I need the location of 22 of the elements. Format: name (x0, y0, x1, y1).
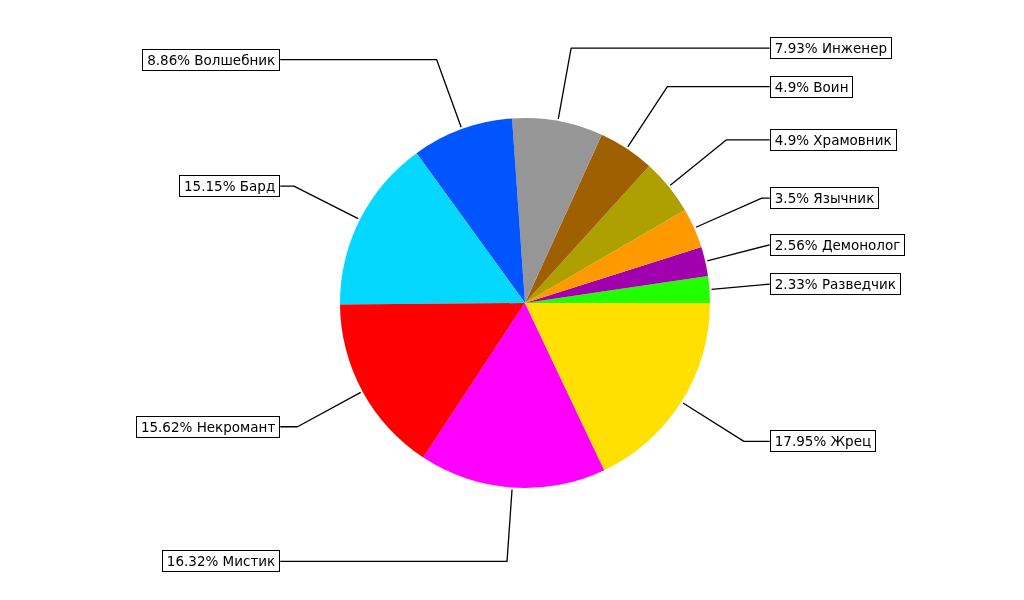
pie-slice (423, 303, 605, 488)
slice-label: 4.9% Храмовник (769, 128, 897, 151)
pie-slice (340, 153, 525, 305)
slice-label: 17.95% Жрец (769, 430, 877, 453)
pie-slice (525, 303, 710, 471)
pie-slice (512, 118, 602, 303)
pie-slice (525, 247, 709, 303)
slice-label: 2.56% Демонолог (769, 233, 906, 256)
pie-slice (416, 118, 525, 303)
slice-label: 4.9% Воин (769, 75, 854, 98)
slice-label: 7.93% Инженер (769, 37, 893, 60)
slice-label: 2.33% Разведчик (769, 273, 902, 296)
pie-slice (340, 303, 525, 458)
slice-label: 3.5% Язычник (769, 187, 880, 210)
slice-label: 15.62% Некромант (135, 415, 281, 438)
pie-slice (525, 276, 710, 303)
pie-slice (525, 165, 685, 303)
slice-label: 15.15% Бард (179, 175, 281, 198)
pie-slice (525, 134, 650, 303)
pie-slice (525, 209, 702, 303)
slice-label: 8.86% Волшебник (142, 48, 281, 71)
slice-label: 16.32% Мистик (161, 550, 281, 573)
